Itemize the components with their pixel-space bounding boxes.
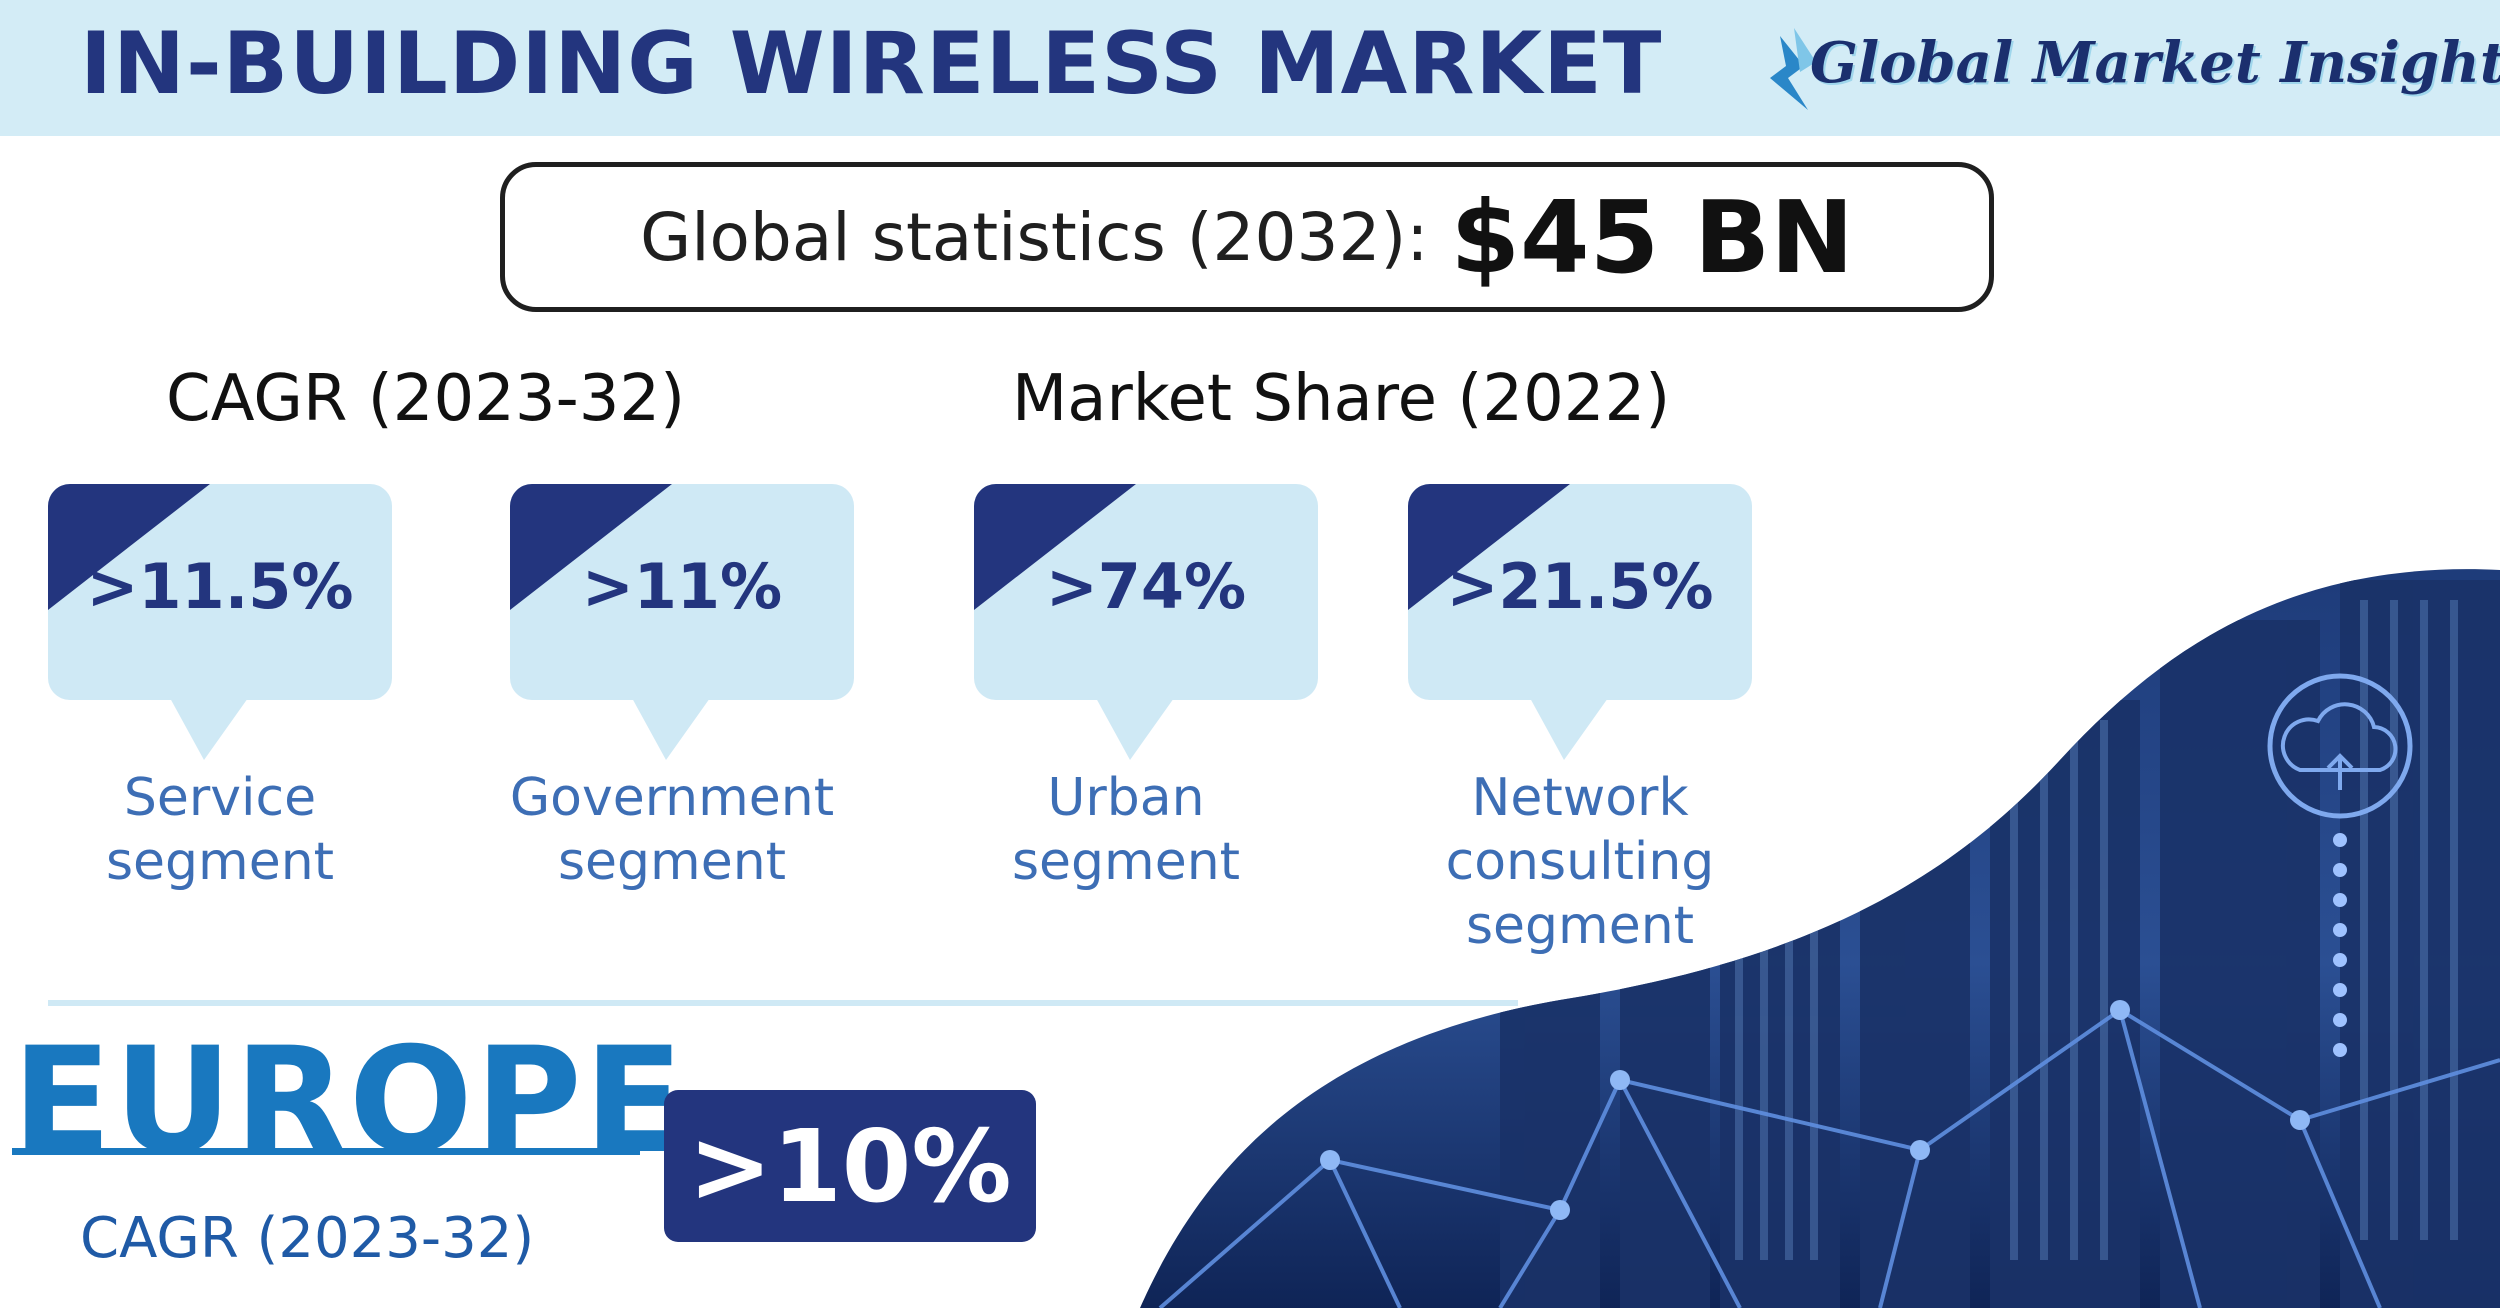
stat-bubble-urban: >74% <box>974 484 1318 700</box>
logo-icon <box>1770 28 1816 110</box>
region-value-badge: >10% <box>664 1090 1036 1242</box>
segment-label-line: segment <box>105 832 335 892</box>
stat-value: >74% <box>1045 550 1247 623</box>
segment-label-line: Government <box>509 768 835 828</box>
global-stats-box: Global statistics (2032): $45 BN <box>500 162 1994 312</box>
segment-label-government: Government segment <box>462 766 882 894</box>
region-cagr-caption: CAGR (2023-32) <box>80 1206 535 1271</box>
bubble-tail <box>1096 698 1174 760</box>
bubble-corner-accent <box>974 484 1136 610</box>
logo-text: Global Market Insights <box>1810 30 2500 96</box>
segment-label-urban: Urban segment <box>916 766 1336 894</box>
bubble-corner-accent <box>510 484 672 610</box>
segment-label-line: Urban <box>1047 768 1205 828</box>
stat-bubble-government: >11% <box>510 484 854 700</box>
section-divider <box>48 1000 1518 1006</box>
segment-label-line: segment <box>1465 896 1695 956</box>
region-name: EUROPE <box>12 1016 686 1186</box>
stat-value: >21.5% <box>1446 550 1714 623</box>
region-underline <box>12 1148 640 1155</box>
segment-label-line: Service <box>123 768 317 828</box>
segment-label-line: Network <box>1471 768 1689 828</box>
global-stats-label: Global statistics (2032): <box>640 198 1429 276</box>
stat-value: >11% <box>581 550 783 623</box>
bubble-tail <box>170 698 248 760</box>
bubble-tail <box>1530 698 1608 760</box>
header-band <box>0 0 2500 136</box>
segment-label-service: Service segment <box>10 766 430 894</box>
segment-label-line: segment <box>557 832 787 892</box>
page-title: IN-BUILDING WIRELESS MARKET <box>80 14 1663 114</box>
segment-label-line: consulting <box>1445 832 1715 892</box>
stat-bubble-service: >11.5% <box>48 484 392 700</box>
segment-label-line: segment <box>1011 832 1241 892</box>
bubble-corner-accent <box>48 484 210 610</box>
stat-value: >11.5% <box>86 550 354 623</box>
cagr-heading: CAGR (2023-32) <box>166 362 686 436</box>
bubble-tail <box>632 698 710 760</box>
bubble-corner-accent <box>1408 484 1570 610</box>
global-stats-value: $45 BN <box>1450 178 1854 296</box>
segment-label-network-consulting: Network consulting segment <box>1370 766 1790 958</box>
stat-bubble-network-consulting: >21.5% <box>1408 484 1752 700</box>
market-share-heading: Market Share (2022) <box>1012 362 1671 436</box>
